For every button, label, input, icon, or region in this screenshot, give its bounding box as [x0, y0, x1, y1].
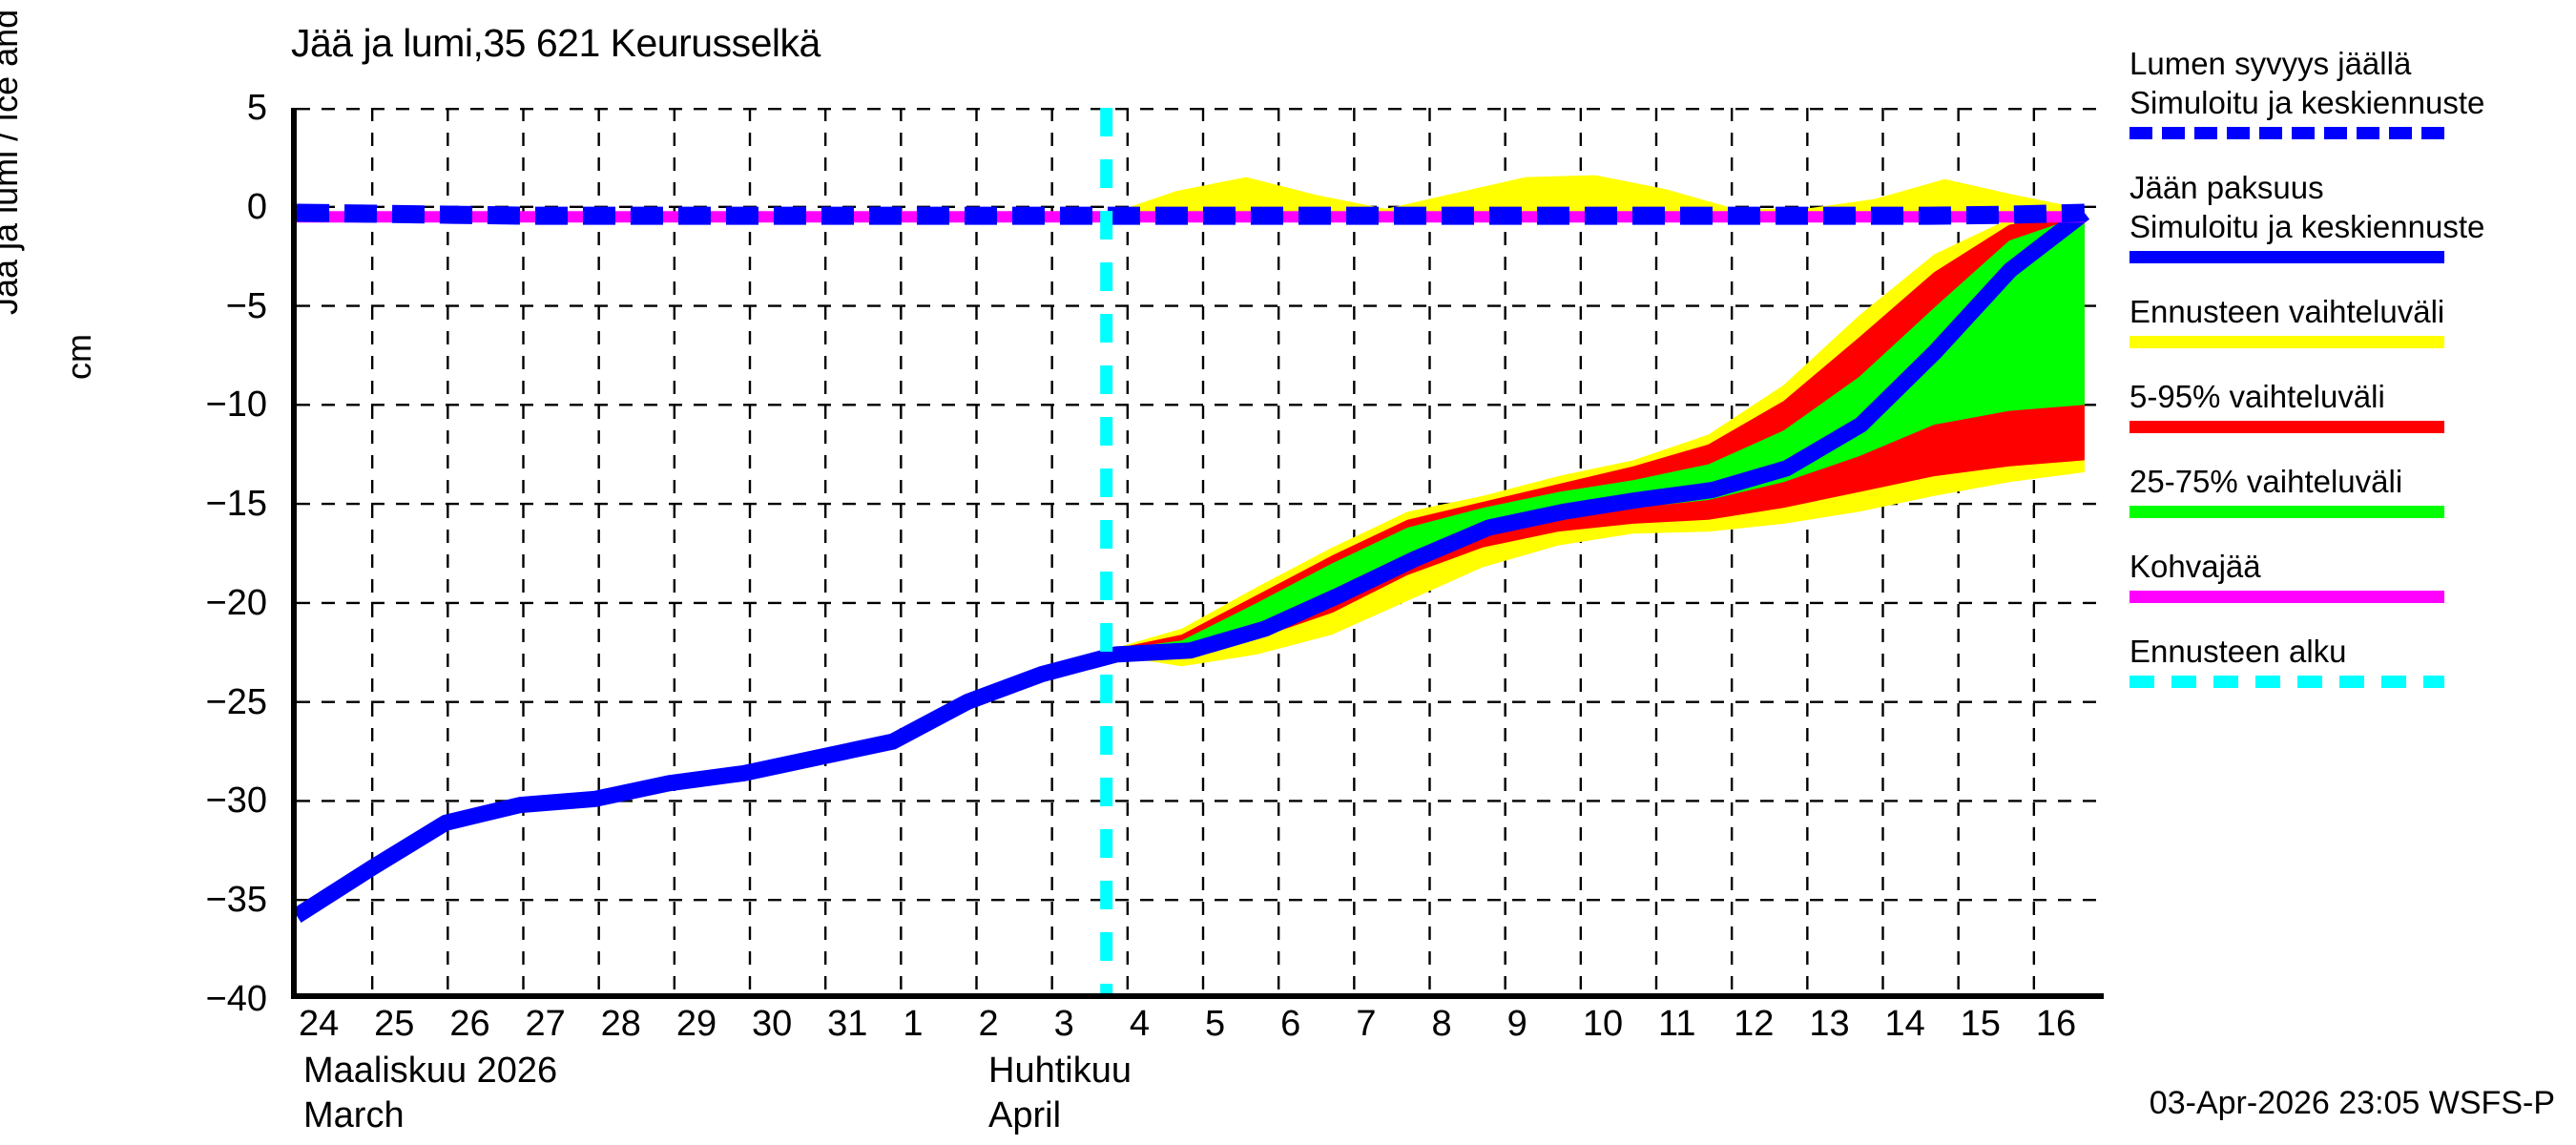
- x-tick-label: 7: [1356, 1004, 1377, 1044]
- x-tick-label: 29: [675, 1004, 717, 1044]
- y-tick-label: 5: [246, 88, 267, 128]
- x-tick-label: 1: [903, 1004, 924, 1044]
- legend-item-title: Jään paksuus: [2129, 170, 2324, 205]
- x-tick-label: 8: [1431, 1004, 1452, 1044]
- legend-gap: [2129, 364, 2576, 377]
- x-month-april-en: April: [988, 1095, 1062, 1135]
- x-tick-label: 15: [1960, 1004, 2001, 1044]
- x-tick-label: 13: [1809, 1004, 1850, 1044]
- legend-item[interactable]: Lumen syvyys jäällä Simuloitu ja keskienn…: [2129, 44, 2576, 139]
- legend-swatch: [2129, 591, 2444, 603]
- y-axis-unit: cm: [59, 334, 98, 380]
- legend-swatch: [2129, 251, 2444, 263]
- legend-gap: [2129, 279, 2576, 292]
- x-tick-label: 6: [1280, 1004, 1301, 1044]
- y-tick-label: −40: [205, 979, 267, 1019]
- legend-item[interactable]: 25-75% vaihteluväli: [2129, 462, 2576, 518]
- legend-swatch: [2129, 421, 2444, 433]
- x-tick-label: 16: [2035, 1004, 2077, 1044]
- x-month-march-fi: Maaliskuu 2026: [303, 1051, 558, 1091]
- legend-swatch: [2129, 127, 2444, 139]
- legend-gap: [2129, 155, 2576, 168]
- x-tick-label: 24: [299, 1004, 340, 1044]
- x-tick-label: 31: [827, 1004, 868, 1044]
- legend-gap: [2129, 533, 2576, 547]
- y-tick-label: −25: [205, 681, 267, 722]
- legend-item-subtitle: Simuloitu ja keskiennuste: [2129, 209, 2485, 244]
- legend-item[interactable]: Kohvajää: [2129, 547, 2576, 603]
- legend-item-title: Ennusteen alku: [2129, 634, 2347, 669]
- legend-gap: [2129, 703, 2576, 717]
- x-tick-label: 28: [600, 1004, 641, 1044]
- page-title: Jää ja lumi,35 621 Keurusselkä: [291, 21, 821, 65]
- legend-item[interactable]: Jään paksuus Simuloitu ja keskiennuste: [2129, 168, 2576, 263]
- legend-swatch: [2129, 336, 2444, 348]
- legend-item[interactable]: 5-95% vaihteluväli: [2129, 377, 2576, 433]
- legend-item-title: 25-75% vaihteluväli: [2129, 464, 2403, 499]
- legend-swatch: [2129, 676, 2444, 688]
- footer-timestamp: 03-Apr-2026 23:05 WSFS-P: [2149, 1085, 2555, 1121]
- plot-area: [291, 108, 2104, 999]
- x-tick-label: 25: [374, 1004, 415, 1044]
- y-tick-label: −20: [205, 582, 267, 623]
- x-tick-label: 12: [1734, 1004, 1775, 1044]
- y-tick-label: −15: [205, 484, 267, 525]
- x-tick-label: 3: [1053, 1004, 1074, 1044]
- chart-canvas: [297, 108, 2104, 993]
- x-month-april-fi: Huhtikuu: [988, 1051, 1132, 1091]
- y-axis-label: Jää ja lumi / Ice and snow: [0, 0, 25, 315]
- x-tick-label: 4: [1129, 1004, 1150, 1044]
- legend-gap: [2129, 618, 2576, 632]
- x-tick-label: 10: [1582, 1004, 1624, 1044]
- legend-item-subtitle: Simuloitu ja keskiennuste: [2129, 85, 2485, 120]
- y-tick-group: 5 0 −5 −10 −15 −20 −25 −30 −35 −40: [172, 0, 267, 1145]
- legend-item-title: Ennusteen vaihteluväli: [2129, 294, 2445, 329]
- y-tick-label: −30: [205, 781, 267, 822]
- x-tick-label: 2: [978, 1004, 999, 1044]
- y-tick-label: 0: [246, 186, 267, 227]
- legend: Lumen syvyys jäällä Simuloitu ja keskienn…: [2129, 44, 2576, 717]
- legend-item-title: Kohvajää: [2129, 549, 2261, 584]
- legend-gap: [2129, 448, 2576, 462]
- y-tick-label: −5: [225, 285, 267, 326]
- x-tick-label: 14: [1884, 1004, 1925, 1044]
- legend-item-title: Lumen syvyys jäällä: [2129, 46, 2412, 81]
- x-tick-label: 26: [449, 1004, 490, 1044]
- legend-item[interactable]: Ennusteen vaihteluväli: [2129, 292, 2576, 348]
- legend-item-title: 5-95% vaihteluväli: [2129, 379, 2385, 414]
- x-month-march-en: March: [303, 1095, 405, 1135]
- legend-swatch: [2129, 506, 2444, 518]
- x-tick-label: 27: [525, 1004, 566, 1044]
- x-tick-label: 11: [1658, 1004, 1696, 1044]
- x-tick-label: 9: [1506, 1004, 1527, 1044]
- legend-item[interactable]: Ennusteen alku: [2129, 632, 2576, 688]
- x-tick-label: 5: [1205, 1004, 1226, 1044]
- y-tick-label: −35: [205, 880, 267, 921]
- x-tick-label: 30: [752, 1004, 793, 1044]
- y-tick-label: −10: [205, 385, 267, 426]
